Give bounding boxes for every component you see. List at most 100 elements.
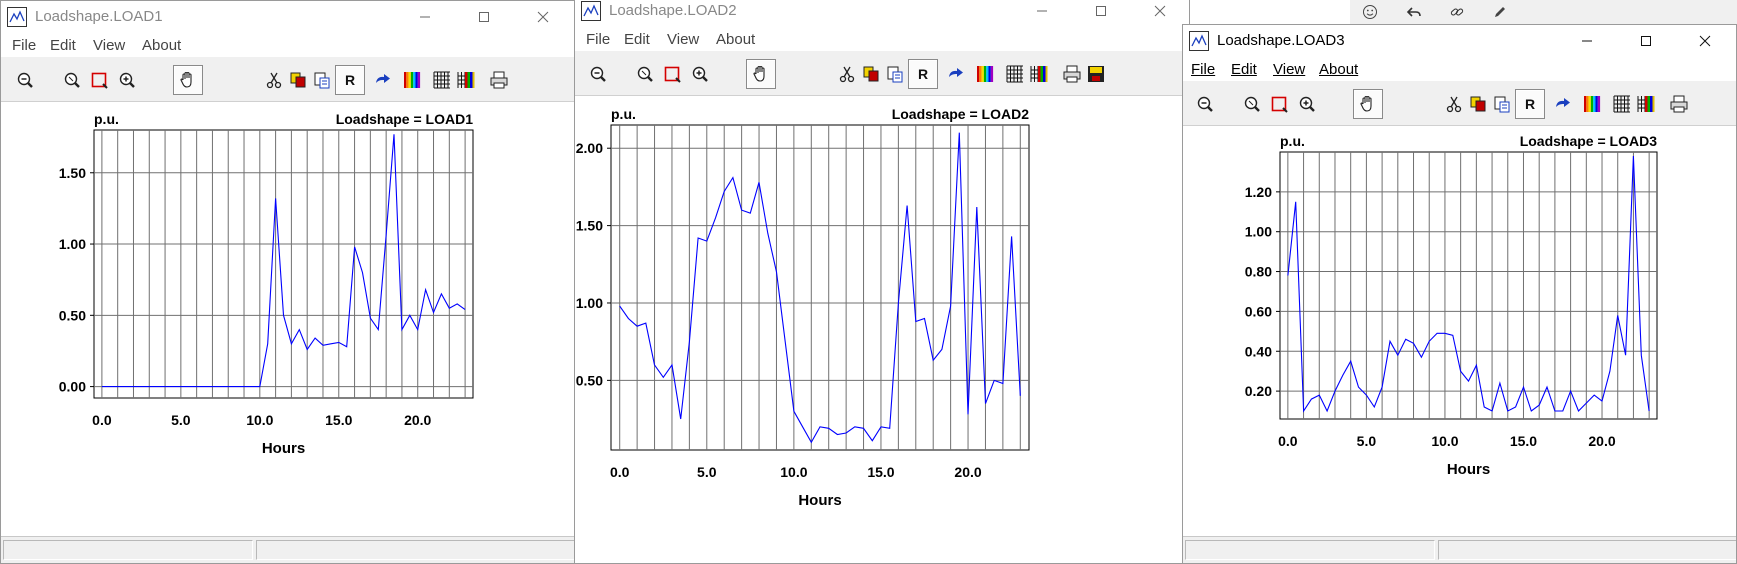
copy-button[interactable] [283,65,313,95]
menu-file[interactable]: File [586,31,611,48]
cut-button[interactable] [259,65,289,95]
copy-icon [863,66,879,82]
maximize-button[interactable] [1623,25,1669,57]
chart: 0.50 1.00 1.50 2.00 0.0 5.0 10.0 15.0 20.0 p.u. Lo… [576,106,1030,509]
paste-button[interactable] [1487,89,1517,119]
loadshape-window-1[interactable]: Loadshape.LOAD1 File Edit View About R 0… [0,0,575,564]
color-palette-button[interactable] [1577,89,1607,119]
maximize-button[interactable] [461,1,507,33]
title-bar[interactable]: Loadshape.LOAD1 [1,1,574,33]
redo-button[interactable] [368,65,398,95]
menu-view[interactable]: View [667,31,700,48]
cut-button[interactable] [1439,89,1469,119]
undo-icon[interactable] [1402,2,1426,22]
r-button[interactable]: R [908,59,938,89]
zoom-in-button[interactable] [112,65,142,95]
color-palette-button[interactable] [397,65,427,95]
app-icon [1189,31,1209,51]
x-tick-label: 20.0 [404,412,431,428]
hand-pan-button[interactable] [173,65,203,95]
paste-button[interactable] [880,59,910,89]
zoom-button[interactable] [1237,89,1267,119]
zoom-out-button[interactable] [10,65,40,95]
y-tick-label: 2.00 [576,140,603,156]
title-bar[interactable]: Loadshape.LOAD3 [1183,25,1736,57]
zoom-box-button[interactable] [84,65,114,95]
menu-edit[interactable]: Edit [1231,61,1257,78]
r-icon: R [918,66,928,82]
redo-button[interactable] [1548,89,1578,119]
chart-title: Loadshape = LOAD3 [1520,133,1658,149]
menu-view[interactable]: View [1273,61,1306,78]
zoom-in-button[interactable] [1292,89,1322,119]
zoom-icon [64,72,80,88]
close-button[interactable] [1682,25,1728,57]
menu-edit[interactable]: Edit [624,31,650,48]
maximize-button[interactable] [1078,0,1124,27]
svg-text:R: R [1525,96,1535,112]
menu-about[interactable]: About [142,37,182,54]
print-button[interactable] [1664,89,1694,119]
grid-button[interactable] [427,65,457,95]
close-button[interactable] [1137,0,1183,27]
title-bar[interactable]: Loadshape.LOAD2 [575,0,1189,27]
paste-button[interactable] [307,65,337,95]
zoom-box-button[interactable] [1264,89,1294,119]
pencil-icon[interactable] [1488,2,1512,22]
print-button[interactable] [1057,59,1087,89]
color-palette-button[interactable] [970,59,1000,89]
chart-title: Loadshape = LOAD1 [336,111,474,127]
copy-button[interactable] [856,59,886,89]
cut-button[interactable] [832,59,862,89]
menu-view[interactable]: View [93,37,126,54]
zoom-in-button[interactable] [685,59,715,89]
x-tick-label: 20.0 [954,464,981,480]
minimize-button[interactable] [1564,25,1610,57]
minimize-button[interactable] [1019,0,1065,27]
grid-button[interactable] [1000,59,1030,89]
plot-frame [93,129,474,399]
menu-about[interactable]: About [1319,61,1359,78]
menu-file[interactable]: File [12,37,37,54]
loadshape-window-3[interactable]: Loadshape.LOAD3 File Edit View About R 0… [1182,24,1737,564]
r-icon: R [345,72,355,88]
copy-button[interactable] [1463,89,1493,119]
zoom-button[interactable] [630,59,660,89]
status-bar [1,536,574,563]
y-tick-label: 1.00 [576,295,603,311]
r-button[interactable]: R [1515,89,1545,119]
zoom-button[interactable] [57,65,87,95]
grid-color-button[interactable] [451,65,481,95]
menu-about[interactable]: About [716,31,756,48]
y-tick-label: 0.60 [1245,303,1272,319]
x-tick-label: 0.0 [1278,433,1298,449]
copy-icon [1470,96,1486,112]
minimize-button[interactable] [402,1,448,33]
zoom-out-button[interactable] [1190,89,1220,119]
menu-file[interactable]: File [1191,61,1216,78]
status-panel [256,540,574,560]
smiley-icon[interactable] [1358,2,1382,22]
chart: 0.20 0.40 0.60 0.80 1.00 1.20 0.0 5.0 10.0 15.0 20… [1245,133,1658,478]
zoom-box-button[interactable] [657,59,687,89]
y-tick-label: 0.50 [59,307,86,323]
link-icon[interactable] [1445,2,1469,22]
grid-button[interactable] [1607,89,1637,119]
r-button[interactable]: R [335,65,365,95]
loadshape-window-2[interactable]: Loadshape.LOAD2 File Edit View About R 0… [574,0,1190,564]
grid-icon [1006,65,1023,83]
hand-pan-button[interactable] [1353,89,1383,119]
close-button[interactable] [520,1,566,33]
menu-bar: File Edit View About [575,27,1189,51]
grid-color-button[interactable] [1024,59,1054,89]
redo-button[interactable] [941,59,971,89]
save-button[interactable] [1081,59,1111,89]
hand-pan-button[interactable] [746,59,776,89]
grid-color-button[interactable] [1631,89,1661,119]
zoom-out-button[interactable] [583,59,613,89]
x-axis-label: Hours [1447,461,1490,478]
menu-edit[interactable]: Edit [50,37,76,54]
print-button[interactable] [484,65,514,95]
plot-frame [610,124,1030,451]
plot-area: 0.00 0.50 1.00 1.50 0.0 5.0 10.0 15.0 20.0 p.u. Lo… [1,102,574,537]
